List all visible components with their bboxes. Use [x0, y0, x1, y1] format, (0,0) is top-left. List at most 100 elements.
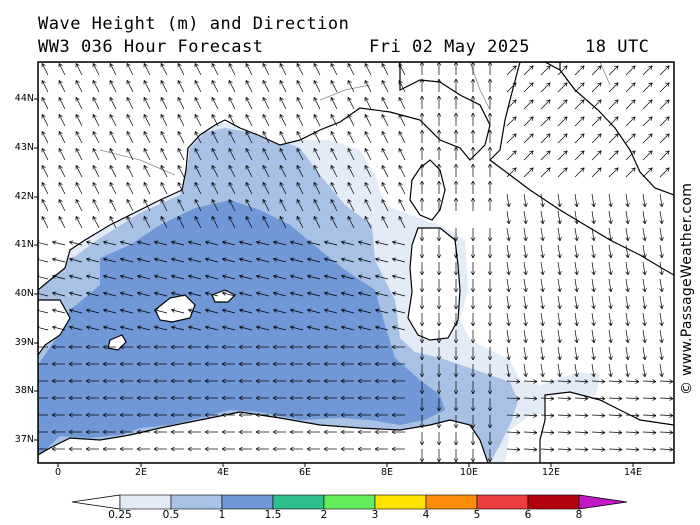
wave-arrow: [160, 63, 168, 76]
wave-arrow: [187, 446, 201, 452]
lon-tick-label: 8E: [380, 467, 394, 478]
wave-arrow: [204, 378, 218, 384]
wave-arrow: [194, 216, 202, 229]
lat-tick-label: 39N: [14, 337, 34, 348]
wave-arrow: [470, 163, 476, 177]
wave-arrow: [143, 182, 151, 195]
wave-arrow: [41, 80, 49, 93]
wave-arrow: [642, 379, 657, 384]
wave-arrow: [557, 193, 562, 208]
wave-arrow: [391, 378, 405, 384]
wave-arrow: [591, 116, 602, 127]
wave-arrow: [453, 313, 459, 327]
colorbar-max-arrow: [578, 494, 628, 510]
wave-arrow: [381, 199, 389, 212]
wave-arrow: [374, 412, 388, 418]
wave-arrow: [194, 97, 202, 110]
wave-arrow: [487, 95, 493, 109]
wave-arrow: [306, 361, 320, 367]
wave-arrow: [574, 413, 589, 418]
wave-arrow: [171, 274, 185, 280]
wave-arrow: [102, 395, 116, 401]
wave-arrow: [540, 99, 551, 110]
wave-arrow: [392, 291, 406, 297]
wave-arrow: [313, 114, 321, 127]
wave-arrow: [523, 227, 528, 242]
wave-arrow: [540, 133, 551, 144]
wave-arrow: [625, 413, 640, 418]
wave-arrow: [540, 244, 545, 259]
wave-arrow: [608, 210, 613, 225]
wave-arrow: [221, 429, 235, 435]
wave-arrow: [591, 363, 596, 378]
wave-arrow: [487, 163, 493, 177]
wave-arrow: [289, 344, 303, 350]
wave-arrow: [324, 291, 338, 297]
wave-arrow: [262, 97, 270, 110]
wave-arrow: [506, 447, 521, 452]
wave-arrow: [436, 279, 442, 293]
wave-arrow: [51, 429, 65, 435]
wave-arrow: [136, 446, 150, 452]
wave-arrow: [557, 346, 562, 361]
wave-arrow: [436, 163, 442, 177]
wave-arrow: [340, 344, 354, 350]
wave-arrow: [557, 295, 562, 310]
wave-arrow: [102, 429, 116, 435]
wave-arrow: [436, 228, 442, 242]
wave-arrow: [187, 395, 201, 401]
wave-arrow: [608, 193, 613, 208]
wave-arrow: [381, 97, 389, 110]
wave-arrow: [194, 131, 202, 144]
colorbar-label: 8: [575, 509, 583, 521]
wave-arrow: [392, 240, 406, 246]
wave-arrow: [171, 240, 185, 246]
wave-arrow: [392, 325, 406, 331]
wave-arrow: [453, 146, 459, 160]
wave-arrow: [330, 199, 338, 212]
wave-arrow: [38, 412, 48, 418]
wave-arrow: [574, 447, 589, 452]
wave-arrow: [160, 114, 168, 127]
wave-arrow: [591, 227, 596, 242]
wave-arrow: [52, 325, 66, 331]
wave-arrow: [398, 97, 406, 110]
wave-arrow: [75, 97, 83, 110]
wave-arrow: [136, 429, 150, 435]
wave-arrow: [557, 363, 562, 378]
wave-arrow: [256, 325, 270, 331]
wave-arrow: [307, 274, 321, 280]
wave-arrow: [143, 216, 151, 229]
wave-arrow: [506, 167, 517, 178]
wave-arrow: [92, 63, 100, 76]
wave-arrow: [313, 216, 321, 229]
wave-arrow: [642, 167, 653, 178]
wave-arrow: [487, 279, 493, 293]
wave-arrow: [506, 346, 511, 361]
wave-arrow: [255, 395, 269, 401]
wave-arrow: [330, 97, 338, 110]
wave-arrow: [92, 131, 100, 144]
wave-arrow: [574, 133, 585, 144]
wave-arrow: [154, 308, 168, 314]
wave-arrow: [41, 131, 49, 144]
wave-arrow: [557, 312, 562, 327]
wave-arrow: [642, 447, 657, 452]
wave-arrow: [313, 131, 321, 144]
wave-arrow: [540, 396, 555, 401]
wave-arrow: [523, 116, 534, 127]
wave-arrow: [540, 379, 555, 384]
wave-arrow: [642, 295, 647, 310]
wave-arrow: [211, 216, 219, 229]
wave-arrow: [51, 395, 65, 401]
wave-arrow: [86, 325, 100, 331]
wave-arrow: [205, 291, 219, 297]
wave-arrow: [625, 193, 630, 208]
wave-arrow: [453, 364, 459, 378]
wave-arrow: [170, 412, 184, 418]
wave-arrow: [137, 291, 151, 297]
wave-arrow: [436, 398, 442, 412]
wave-arrow: [221, 395, 235, 401]
wave-arrow: [103, 308, 117, 314]
wave-arrow: [470, 296, 476, 310]
